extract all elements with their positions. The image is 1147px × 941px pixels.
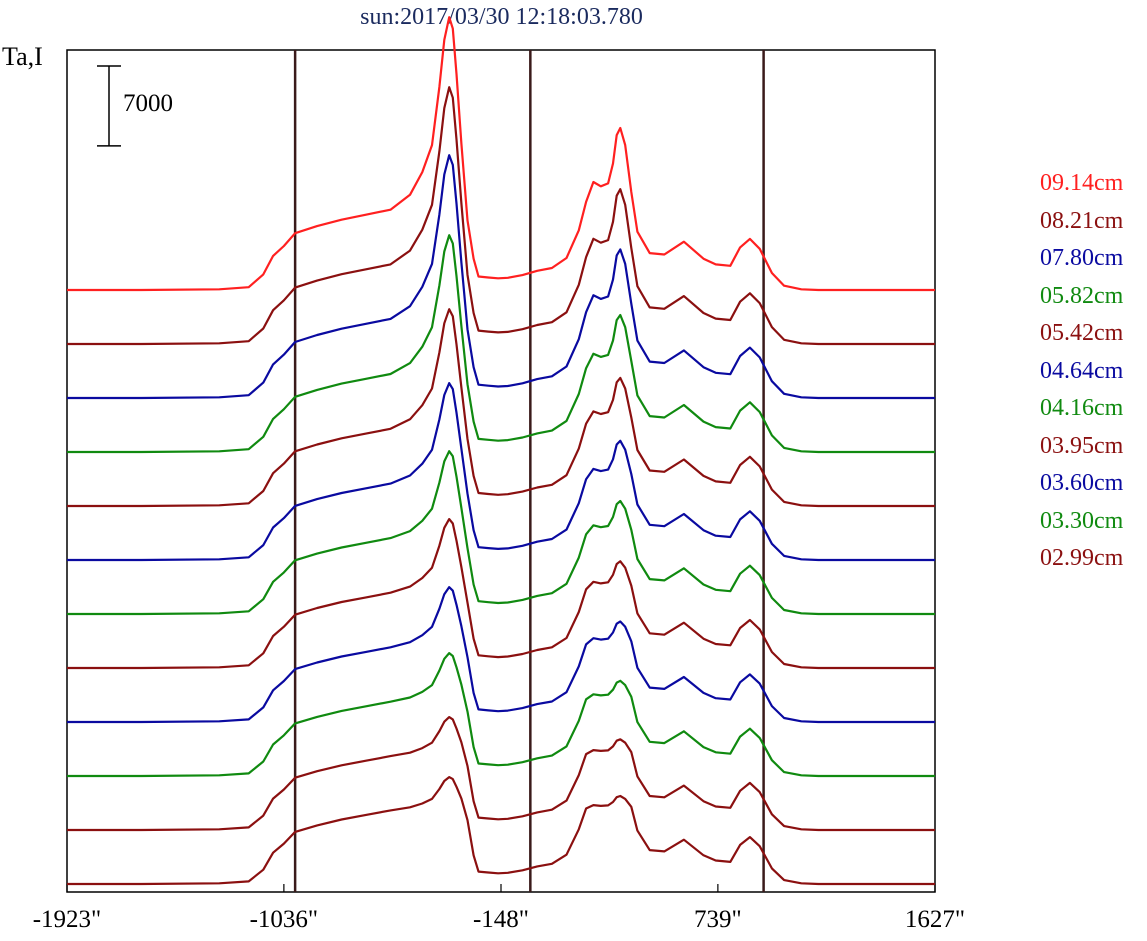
legend-item: 03.95cm	[1040, 432, 1124, 459]
trace-05.82cm	[67, 234, 935, 454]
legend-item: 02.99cm	[1040, 545, 1124, 571]
x-tick-label: -148"	[472, 906, 530, 933]
legend-item: 07.80cm	[1040, 245, 1124, 271]
trace-08.21cm	[67, 86, 935, 346]
legend-item: 09.14cm	[1040, 170, 1124, 196]
x-tick-label: 739"	[694, 906, 742, 933]
trace-05.42cm	[67, 308, 935, 508]
trace-09.14cm	[67, 16, 935, 292]
scale-bar-label: 7000	[123, 90, 173, 117]
y-axis-label: Ta,I	[2, 42, 43, 71]
legend-item: 03.60cm	[1040, 470, 1124, 496]
trace-baseline	[67, 775, 935, 886]
trace-03.95cm	[67, 517, 935, 670]
legend-item: 08.21cm	[1040, 207, 1124, 234]
x-tick-label: -1923"	[32, 906, 102, 933]
x-tick-label: -1036"	[249, 906, 319, 933]
trace-03.30cm	[67, 651, 935, 778]
trace-04.16cm	[67, 450, 935, 616]
trace-02.99cm	[67, 715, 935, 832]
legend-item: 05.42cm	[1040, 320, 1124, 346]
chart-title: sun:2017/03/30 12:18:03.780	[360, 4, 643, 30]
legend-item: 03.30cm	[1040, 507, 1124, 534]
trace-03.60cm	[67, 585, 935, 724]
legend-item: 04.16cm	[1040, 395, 1124, 421]
legend-item: 04.64cm	[1040, 357, 1124, 384]
trace-07.80cm	[67, 154, 935, 400]
legend-item: 05.82cm	[1040, 282, 1124, 309]
trace-04.64cm	[67, 382, 935, 562]
x-tick-label: 1627"	[904, 906, 966, 933]
